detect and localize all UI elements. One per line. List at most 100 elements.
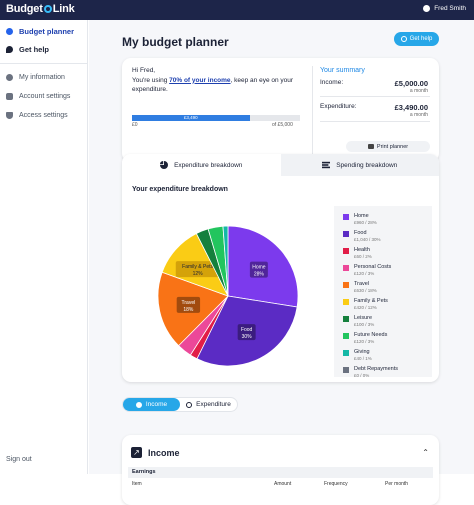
legend-swatch xyxy=(343,299,349,305)
expenditure-amount: £3,490.00 xyxy=(394,103,428,112)
legend-item: Personal Costs £120 / 3% xyxy=(343,263,432,280)
legend-swatch xyxy=(343,282,349,288)
expenditure-summary: Expenditure: £3,490.00 a month xyxy=(320,103,428,118)
legend-item: Travel £630 / 18% xyxy=(343,280,432,297)
printer-icon xyxy=(367,144,374,149)
pie-label-bg xyxy=(176,296,201,313)
legend-value: £120 / 3% xyxy=(354,339,375,344)
budgetlink-logo[interactable]: Budget Link xyxy=(6,3,75,15)
sign-out-link[interactable]: Sign out xyxy=(6,455,32,463)
legend-label: Food xyxy=(354,230,367,236)
income-progress-bar: £3,490 xyxy=(132,115,300,121)
legend-label: Health xyxy=(354,247,370,253)
pie-label: Travel xyxy=(182,300,196,306)
column-header-item: Item xyxy=(132,481,142,487)
divider xyxy=(312,66,313,154)
legend-label: Giving xyxy=(354,349,370,355)
legend-label: Travel xyxy=(354,281,370,287)
legend-swatch xyxy=(343,333,349,339)
chart-legend: Home £960 / 28% Food £1,040 / 30% Health £60 … xyxy=(334,206,432,378)
divider xyxy=(320,96,430,97)
chevron-up-icon[interactable]: ⌃ xyxy=(422,448,429,457)
legend-item: Giving £40 / 1% xyxy=(343,348,432,365)
column-header-frequency: Frequency xyxy=(324,481,348,487)
toggle-income[interactable]: Income xyxy=(123,398,180,411)
summary-title: Your summary xyxy=(320,67,365,74)
legend-label: Debt Repayments xyxy=(354,366,399,372)
income-expenditure-toggle: Income Expenditure xyxy=(122,397,238,412)
sidebar-item-access-settings[interactable]: Access settings xyxy=(0,108,87,122)
legend-label: Personal Costs xyxy=(354,264,392,270)
greeting-text: Hi Fred, You're using 70% of your income… xyxy=(132,67,294,93)
radio-empty-icon xyxy=(186,401,193,408)
column-header-per-month: Per month xyxy=(385,481,409,487)
legend-value: £420 / 12% xyxy=(354,305,377,310)
user-menu[interactable]: Fred Smith xyxy=(423,5,466,12)
pie-label: Family & Pets xyxy=(182,264,213,270)
pie-label-pct: 30% xyxy=(242,334,253,340)
legend-value: £1,040 / 30% xyxy=(354,237,381,242)
sidebar-item-budget-planner[interactable]: Budget planner xyxy=(0,24,87,38)
income-card: ↗ Income ⌃ Earnings Item Amount Frequenc… xyxy=(122,435,439,505)
legend-item: Future Needs £120 / 3% xyxy=(343,331,432,348)
sidebar-item-account-settings[interactable]: Account settings xyxy=(0,89,87,103)
radio-selected-icon xyxy=(135,401,142,408)
pie-label: Food xyxy=(241,327,253,333)
legend-value: £40 / 1% xyxy=(354,356,372,361)
tab-expenditure-breakdown[interactable]: Expenditure breakdown xyxy=(122,154,281,176)
legend-item: Family & Pets £420 / 12% xyxy=(343,297,432,314)
income-percentage-link[interactable]: 70% of your income xyxy=(169,76,231,84)
print-planner-button[interactable]: Print planner xyxy=(346,141,430,152)
bar-list-icon xyxy=(322,161,331,169)
legend-value: £0 / 0% xyxy=(354,373,370,378)
progress-fill: £3,490 xyxy=(132,115,250,121)
pie-slice-food[interactable] xyxy=(196,295,298,367)
help-circle-icon xyxy=(400,36,407,42)
pie-chart-icon xyxy=(160,161,169,169)
legend-item: Food £1,040 / 30% xyxy=(343,229,432,246)
pie-slice-travel[interactable] xyxy=(157,271,229,347)
legend-label: Future Needs xyxy=(354,332,388,338)
legend-swatch xyxy=(343,316,349,322)
progress-max-label: of £5,000 xyxy=(272,122,293,128)
pie-slice-giving[interactable] xyxy=(222,225,229,297)
progress-min-label: £0 xyxy=(132,122,138,128)
get-help-button[interactable]: Get help xyxy=(394,32,439,46)
tab-spending-breakdown[interactable]: Spending breakdown xyxy=(280,154,439,176)
legend-value: £100 / 3% xyxy=(354,322,375,327)
income-summary: Income: £5,000.00 a month xyxy=(320,79,428,94)
chart-title: Your expenditure breakdown xyxy=(132,186,228,193)
income-amount: £5,000.00 xyxy=(394,79,428,88)
pie-label-bg xyxy=(237,324,256,341)
legend-item: Leisure £100 / 3% xyxy=(343,314,432,331)
sidebar-item-my-information[interactable]: My information xyxy=(0,70,87,84)
page-title: My budget planner xyxy=(122,35,229,49)
user-name: Fred Smith xyxy=(434,5,466,12)
pie-label-pct: 28% xyxy=(254,272,265,278)
legend-swatch xyxy=(343,367,349,373)
pie-slice-home[interactable] xyxy=(227,225,299,308)
legend-label: Family & Pets xyxy=(354,298,388,304)
pie-label-pct: 18% xyxy=(183,307,194,313)
help-icon xyxy=(6,45,13,53)
column-header-amount: Amount xyxy=(274,481,292,487)
legend-swatch xyxy=(343,248,349,254)
toggle-expenditure[interactable]: Expenditure xyxy=(180,398,237,411)
legend-value: £630 / 18% xyxy=(354,288,377,293)
earnings-subheader: Earnings xyxy=(128,467,433,478)
budget-icon xyxy=(6,27,13,35)
income-section-title: Income xyxy=(148,448,180,458)
legend-value: £120 / 3% xyxy=(354,271,375,276)
user-icon xyxy=(423,5,431,12)
legend-swatch xyxy=(343,214,349,220)
legend-swatch xyxy=(343,265,349,271)
gear-icon xyxy=(6,92,13,100)
breakdown-card: Expenditure breakdown Spending breakdown… xyxy=(122,154,439,382)
summary-card: Hi Fred, You're using 70% of your income… xyxy=(122,58,439,162)
sidebar: Budget planner Get help My information A… xyxy=(0,20,88,474)
legend-value: £960 / 28% xyxy=(354,220,377,225)
breakdown-tabs: Expenditure breakdown Spending breakdown xyxy=(122,154,439,176)
sidebar-item-get-help[interactable]: Get help xyxy=(0,42,87,56)
legend-value: £60 / 2% xyxy=(354,254,372,259)
